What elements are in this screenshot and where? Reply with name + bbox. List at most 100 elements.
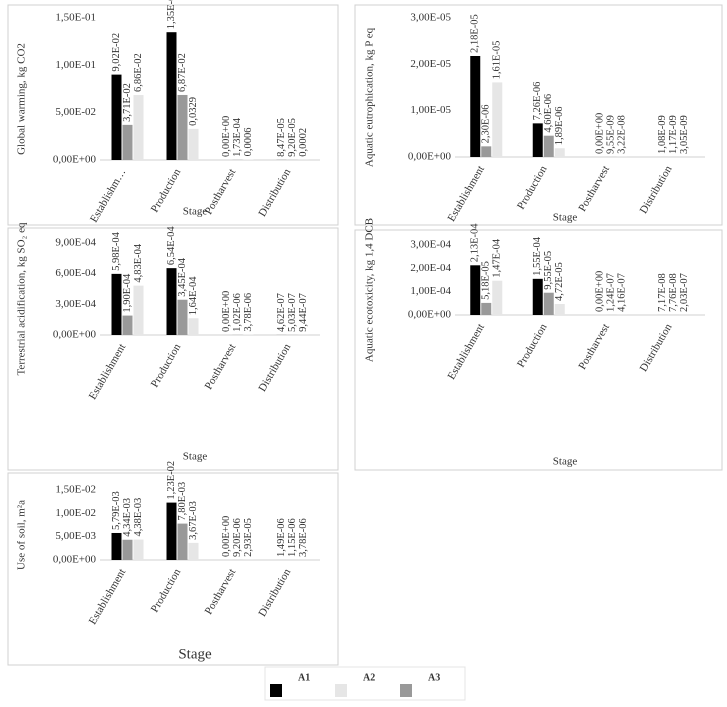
y-tick-label: 0,00E+00 — [408, 151, 452, 163]
value-label: 9,20E-06 — [232, 518, 243, 557]
bar — [167, 503, 177, 560]
y-tick-label: 1,00E-04 — [410, 285, 451, 297]
value-label: 7,80E-03 — [177, 482, 188, 521]
x-tick-label: Distribution — [638, 321, 675, 373]
value-label: 0,0006 — [243, 128, 254, 157]
y-tick-label: 5,00E-02 — [55, 106, 96, 118]
bar — [481, 146, 491, 157]
bar — [112, 274, 122, 335]
x-tick-label: Production — [515, 163, 550, 211]
legend-swatch — [400, 684, 412, 697]
value-label: 6,54E-04 — [166, 226, 177, 266]
value-label: 0,00E+00 — [595, 271, 606, 312]
bar — [189, 129, 199, 160]
y-tick-label: 2,00E-05 — [410, 58, 451, 70]
value-label: 4,83E-04 — [133, 243, 144, 283]
value-label: 4,34E-03 — [122, 498, 133, 537]
x-tick-label: Distribution — [256, 566, 293, 618]
value-label: 7,17E-08 — [657, 273, 668, 312]
value-label: 4,72E-05 — [554, 262, 565, 301]
bar — [481, 303, 491, 315]
x-axis-label: Stage — [183, 206, 208, 218]
value-label: 4,62E-07 — [276, 293, 287, 332]
bar — [244, 159, 254, 160]
x-tick-label: Postharvest — [576, 322, 612, 372]
x-tick-label: Establishment — [445, 322, 487, 382]
value-label: 3,78E-06 — [243, 293, 254, 332]
x-tick-label: Distribution — [638, 163, 675, 215]
bar — [167, 32, 177, 160]
bar — [555, 304, 565, 315]
value-label: 2,18E-05 — [470, 14, 481, 53]
legend-swatch — [270, 684, 282, 697]
y-tick-label: 0,00E+00 — [53, 554, 97, 566]
value-label: 1,35E-01 — [166, 0, 177, 29]
y-axis-label: Global warming, kg CO2 — [16, 43, 28, 155]
x-tick-label: Production — [149, 341, 184, 389]
value-label: 1,90E-04 — [122, 273, 133, 313]
value-label: 4,60E-06 — [543, 94, 554, 133]
bar — [178, 95, 188, 160]
bar — [178, 524, 188, 560]
value-label: 2,93E-05 — [243, 518, 254, 557]
value-label: 1,24E-07 — [606, 273, 617, 312]
value-label: 3,67E-03 — [188, 501, 199, 540]
value-label: 5,03E-07 — [287, 293, 298, 332]
value-label: 6,86E-02 — [133, 53, 144, 92]
value-label: 1,73E-04 — [232, 117, 243, 157]
y-tick-label: 0,00E+00 — [53, 154, 97, 166]
value-label: 1,15E-06 — [287, 518, 298, 557]
y-tick-label: 3,00E-04 — [55, 298, 96, 310]
bar — [470, 265, 480, 315]
value-label: 2,03E-07 — [679, 273, 690, 312]
value-label: 3,22E-08 — [617, 115, 628, 154]
x-tick-label: Establishment — [445, 164, 487, 224]
value-label: 1,08E-09 — [657, 115, 668, 154]
value-label: 9,44E-07 — [298, 293, 309, 332]
value-label: 4,38E-03 — [133, 498, 144, 537]
bar — [544, 293, 554, 315]
x-tick-label: Postharvest — [203, 567, 239, 617]
bar — [134, 95, 144, 160]
legend-label: A3 — [428, 672, 440, 683]
bar — [544, 136, 554, 157]
value-label: 0,00E+00 — [221, 116, 232, 157]
y-axis-label: Aquatic ecotoxicity, kg 1,4 DCB — [364, 218, 376, 362]
legend-label: A2 — [363, 672, 375, 683]
value-label: 0,00E+00 — [221, 291, 232, 332]
value-label: 3,78E-06 — [298, 518, 309, 557]
bar — [533, 123, 543, 157]
value-label: 1,49E-06 — [276, 518, 287, 557]
value-label: 3,71E-02 — [122, 83, 133, 122]
y-tick-label: 1,00E-05 — [410, 104, 451, 116]
bar — [112, 533, 122, 560]
value-label: 1,17E-09 — [668, 115, 679, 154]
value-label: 1,89E-06 — [554, 106, 565, 145]
value-label: 3,45E-04 — [177, 257, 188, 297]
bar — [189, 318, 199, 335]
y-axis-label: Aquatic eutrophication, kg P eq — [364, 27, 376, 167]
y-tick-label: 3,00E-04 — [410, 239, 451, 251]
bar — [134, 286, 144, 335]
x-tick-label: Postharvest — [576, 164, 612, 214]
x-axis-label: Stage — [553, 456, 578, 468]
value-label: 0,0002 — [298, 128, 309, 157]
value-label: 9,55E-09 — [606, 115, 617, 154]
y-tick-label: 1,00E-02 — [55, 507, 96, 519]
y-tick-label: 0,00E+00 — [53, 329, 97, 341]
y-tick-label: 0,00E+00 — [408, 309, 452, 321]
y-tick-label: 2,00E-04 — [410, 262, 451, 274]
value-label: 5,18E-05 — [481, 261, 492, 300]
y-tick-label: 1,00E-01 — [55, 59, 96, 71]
value-label: 1,23E-02 — [166, 461, 177, 500]
y-tick-label: 5,00E-03 — [55, 530, 96, 542]
value-label: 1,47E-04 — [492, 238, 503, 278]
bar — [123, 316, 133, 335]
x-tick-label: Distribution — [256, 166, 293, 218]
x-tick-label: Establishm… — [88, 167, 128, 225]
x-tick-label: Production — [149, 566, 184, 614]
value-label: 2,30E-06 — [481, 105, 492, 144]
bar — [470, 56, 480, 157]
x-tick-label: Postharvest — [203, 342, 239, 392]
